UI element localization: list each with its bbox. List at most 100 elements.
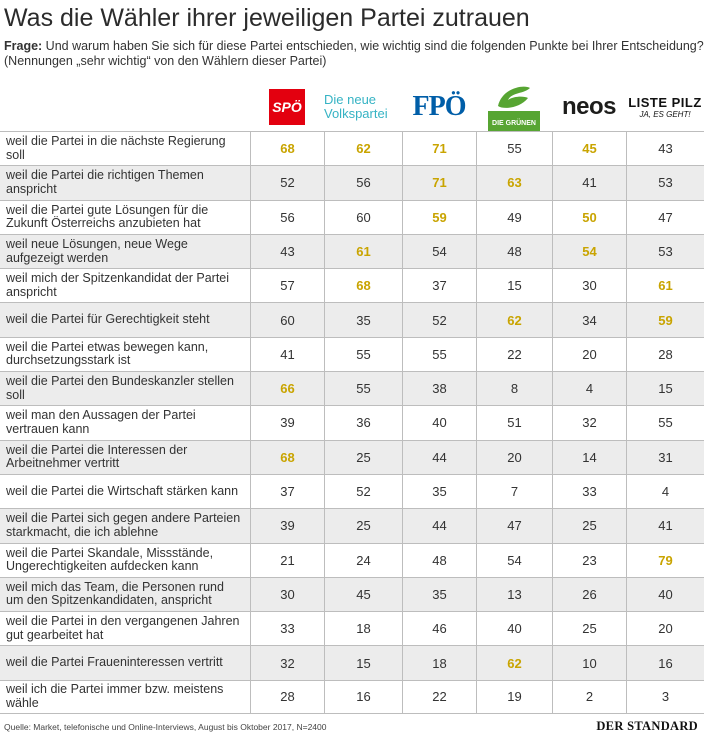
value-cell: 7 [476,474,552,509]
liste-pilz-logo: LISTE PILZ JA, ES GEHT! [626,82,704,132]
chart-title: Was die Wähler ihrer jeweiligen Partei z… [4,4,530,32]
oevp-logo-line2: Volkspartei [324,106,388,121]
question-text: Und warum haben Sie sich für diese Parte… [42,39,704,53]
value-cell: 25 [552,509,626,543]
value-cell: 55 [324,372,402,406]
value-cell: 30 [552,269,626,303]
value-cell: 40 [402,406,476,440]
table-row: weil ich die Partei immer bzw. meistens … [0,679,704,714]
value-cell: 52 [402,303,476,337]
value-cell: 20 [552,337,626,372]
row-label: weil die Partei Skandale, Missstände, Un… [6,545,214,574]
value-cell: 62 [476,303,552,337]
table-row: weil die Partei etwas bewegen kann, durc… [0,336,704,372]
value-cell: 10 [552,646,626,680]
gruene-logo-band: DIE GRÜNEN [488,110,540,131]
value-cell: 44 [402,440,476,474]
value-cell: 68 [250,132,324,166]
results-table: weil die Partei in die nächste Regierung… [0,131,704,714]
value-cell: 35 [402,474,476,509]
row-label: weil die Partei sich gegen andere Partei… [6,511,241,539]
value-cell: 55 [402,337,476,372]
value-cell: 46 [402,612,476,646]
value-cell: 24 [324,543,402,577]
table-row: weil die Partei den Bundeskanzler stelle… [0,371,704,406]
table-row: weil die Partei für Gerechtigkeit steht 6… [0,302,704,337]
publisher-brand: DER STANDARD [596,719,698,733]
value-cell: 2 [552,680,626,713]
value-cell: 15 [476,269,552,303]
party-logo-row: SPÖ Die neue Volkspartei FPÖ DIE GRÜNEN … [0,82,704,132]
oevp-logo: Die neue Volkspartei [324,82,402,132]
value-cell: 37 [402,269,476,303]
row-label: weil die Partei die Interessen der Arbei… [6,442,188,471]
value-cell: 57 [250,269,324,303]
value-cell: 44 [402,509,476,543]
table-row: weil die Partei die Wirtschaft stärken k… [0,473,704,509]
value-cell: 63 [476,166,552,200]
value-cell: 53 [626,234,704,269]
neos-logo: neos [552,82,626,132]
value-cell: 18 [324,612,402,646]
table-row: weil die Partei sich gegen andere Partei… [0,508,704,543]
value-cell: 32 [552,406,626,440]
table-row: weil die Partei die Interessen der Arbei… [0,439,704,474]
value-cell: 33 [552,474,626,509]
value-cell: 35 [402,577,476,612]
value-cell: 47 [626,200,704,234]
table-row: weil die Partei gute Lösungen für die Zu… [0,199,704,234]
value-cell: 35 [324,303,402,337]
value-cell: 30 [250,577,324,612]
survey-question: Frage: Und warum haben Sie sich für dies… [4,39,704,69]
value-cell: 56 [324,166,402,200]
row-label: weil mich das Team, die Personen rund um… [6,579,224,608]
value-cell: 39 [250,509,324,543]
gruene-logo-text: DIE GRÜNEN [492,119,536,127]
fpoe-logo-text: FPÖ [412,91,467,122]
value-cell: 48 [476,234,552,269]
value-cell: 36 [324,406,402,440]
row-label: weil ich die Partei immer bzw. meistens … [6,682,224,710]
value-cell: 41 [626,509,704,543]
value-cell: 54 [552,234,626,269]
row-label: weil die Partei gute Lösungen für die Zu… [6,202,209,231]
table-row: weil die Partei Skandale, Missstände, Un… [0,542,704,577]
table-row: weil die Partei die richtigen Themen ans… [0,165,704,200]
row-label: weil die Partei etwas bewegen kann, durc… [6,339,209,368]
fpoe-logo: FPÖ [402,82,476,132]
row-label: weil die Partei in den vergangenen Jahre… [6,614,240,642]
value-cell: 61 [324,234,402,269]
value-cell: 51 [476,406,552,440]
value-cell: 14 [552,440,626,474]
value-cell: 41 [250,337,324,372]
value-cell: 28 [250,680,324,713]
value-cell: 60 [324,200,402,234]
question-note: (Nennungen „sehr wichtig“ von den Wähler… [4,54,327,68]
value-cell: 33 [250,612,324,646]
value-cell: 54 [476,543,552,577]
value-cell: 68 [250,440,324,474]
value-cell: 26 [552,577,626,612]
value-cell: 50 [552,200,626,234]
value-cell: 53 [626,166,704,200]
value-cell: 45 [552,132,626,166]
spoe-logo: SPÖ [250,82,324,132]
value-cell: 13 [476,577,552,612]
value-cell: 49 [476,200,552,234]
value-cell: 31 [626,440,704,474]
value-cell: 40 [626,577,704,612]
value-cell: 71 [402,132,476,166]
value-cell: 23 [552,543,626,577]
row-label: weil man den Aussagen der Partei vertrau… [6,408,196,436]
value-cell: 15 [626,372,704,406]
row-label: weil die Partei die richtigen Themen ans… [6,168,204,196]
value-cell: 54 [402,234,476,269]
value-cell: 60 [250,303,324,337]
value-cell: 15 [324,646,402,680]
liste-pilz-logo-text: LISTE PILZ [628,95,702,110]
value-cell: 22 [402,680,476,713]
row-label: weil die Partei die Wirtschaft stärken k… [6,483,239,498]
neos-logo-text: neos [561,93,617,120]
value-cell: 22 [476,337,552,372]
